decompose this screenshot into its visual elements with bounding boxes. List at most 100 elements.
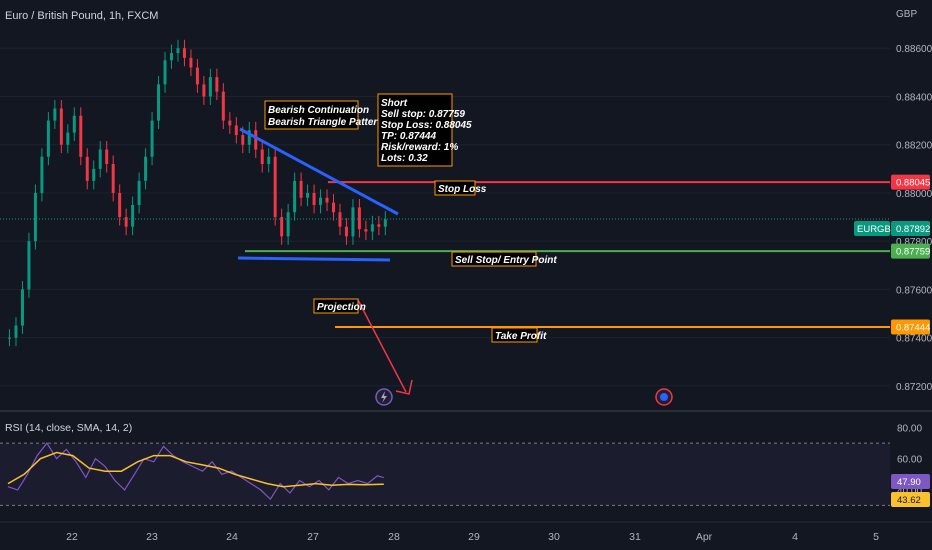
rsi-tick-label: 80.00 <box>897 424 922 435</box>
candle-body <box>98 149 102 169</box>
price-tick-label: 0.88200 <box>896 141 932 152</box>
candle-body <box>131 205 135 227</box>
projection-annotation[interactable]: Projection <box>313 298 366 314</box>
price-tick-label: 0.87800 <box>896 237 932 248</box>
economic-event-icon[interactable] <box>655 388 673 406</box>
projection-arrowhead <box>395 379 413 395</box>
candle-body <box>79 115 83 157</box>
candle-body <box>105 149 109 164</box>
symbol-label: EURGBP <box>857 224 897 235</box>
current-price-badge: EURGBP 0.87892 <box>854 221 930 236</box>
price-pane: Bearish Continuation Bearish Triangle Pa… <box>0 10 890 406</box>
trade-setup-annotation[interactable]: Short Sell stop: 0.87759 Stop Loss: 0.88… <box>377 93 472 167</box>
entry-label: Sell Stop/ Entry Point <box>455 255 557 266</box>
candle-body <box>176 48 180 54</box>
sma-value: 43.62 <box>897 495 921 506</box>
price-level-badge-label: 0.88045 <box>896 178 930 189</box>
stop-loss-label: Stop Loss <box>438 184 487 195</box>
candle-body <box>59 108 63 145</box>
candle-body <box>182 48 186 58</box>
price-tick-label: 0.88000 <box>896 189 932 200</box>
rsi-value: 47.90 <box>897 477 921 488</box>
candle-body <box>377 224 381 227</box>
candle-body <box>280 217 284 237</box>
candle-body <box>247 130 251 145</box>
projection-arrow[interactable] <box>357 299 407 393</box>
trade-setup-line-1: Short <box>381 98 408 109</box>
candle-body <box>306 192 310 198</box>
candle-body <box>202 84 206 97</box>
candle-body <box>111 164 115 193</box>
candle-body <box>241 135 245 145</box>
candle-body <box>208 77 212 97</box>
candle-body <box>8 337 11 339</box>
candle-body <box>383 219 387 227</box>
lightning-icon[interactable] <box>375 388 393 406</box>
time-tick-label: 29 <box>468 531 480 543</box>
pattern-annotation-line-1: Bearish Continuation <box>268 105 369 116</box>
chart-title: Euro / British Pound, 1h, FXCM <box>5 10 158 22</box>
time-tick-label: Apr <box>696 531 713 543</box>
price-level-badge <box>891 174 930 190</box>
candle-body <box>118 192 122 218</box>
candle-body <box>325 197 329 203</box>
triangle-lower-trendline[interactable] <box>237 256 391 262</box>
trade-setup-line-4: TP: 0.87444 <box>381 131 436 142</box>
stop-loss-annotation[interactable]: Stop Loss <box>434 180 487 196</box>
time-tick-label: 27 <box>307 531 319 543</box>
candles <box>8 39 387 347</box>
candle-body <box>189 57 193 68</box>
candle-body <box>254 130 258 150</box>
price-tick-label: 0.88600 <box>896 44 932 55</box>
candle-body <box>357 207 361 230</box>
candle-body <box>66 132 70 145</box>
candle-body <box>150 120 154 157</box>
trade-setup-line-5: Risk/reward: 1% <box>381 142 458 153</box>
time-tick-label: 5 <box>873 531 879 543</box>
candle-body <box>332 202 335 213</box>
time-axis[interactable]: 22 23 24 27 28 29 30 31 Apr 4 5 <box>0 521 932 543</box>
candle-body <box>46 120 50 157</box>
time-tick-label: 28 <box>388 531 400 543</box>
candle-body <box>163 60 167 85</box>
price-level-badge-label: 0.87444 <box>896 323 930 334</box>
candle-body <box>273 156 277 218</box>
pattern-annotation-line-2: Bearish Triangle Pattern <box>268 117 383 128</box>
price-tick-label: 0.88400 <box>896 92 932 103</box>
candle-body <box>260 149 264 164</box>
candle-body <box>312 192 316 205</box>
price-tick-label: 0.87400 <box>896 334 932 345</box>
candle-body <box>85 156 89 181</box>
candle-body <box>351 207 355 237</box>
candle-body <box>72 115 76 133</box>
candle-body <box>137 180 141 205</box>
price-level-badge <box>891 243 930 259</box>
rsi-sma-line <box>7 451 384 488</box>
projection-label: Projection <box>317 302 366 313</box>
time-tick-label: 23 <box>146 531 158 543</box>
candle-body <box>228 120 232 126</box>
candle-body <box>364 229 368 232</box>
pattern-annotation[interactable]: Bearish Continuation Bearish Triangle Pa… <box>264 100 383 130</box>
candle-body <box>267 156 271 164</box>
price-levels <box>0 181 890 329</box>
candle-body <box>293 180 297 213</box>
triangle-upper-trendline[interactable] <box>239 127 399 216</box>
candle-body <box>344 226 348 237</box>
take-profit-label: Take Profit <box>495 331 547 342</box>
time-tick-label: 31 <box>629 531 641 543</box>
time-tick-label: 30 <box>548 531 560 543</box>
currency-label: GBP <box>896 9 917 20</box>
candle-body <box>319 197 323 205</box>
rsi-band <box>0 443 890 506</box>
trade-setup-line-3: Stop Loss: 0.88045 <box>381 120 472 131</box>
price-axis[interactable]: GBP 0.88600 0.88400 0.88200 0.88000 0.87800 0… <box>854 9 932 393</box>
rsi-tick-label: 60.00 <box>897 455 922 466</box>
candle-body <box>221 91 225 121</box>
rsi-tick-label: 40.00 <box>897 486 922 497</box>
take-profit-annotation[interactable]: Take Profit <box>491 327 547 343</box>
candle-body <box>170 53 173 61</box>
entry-annotation[interactable]: Sell Stop/ Entry Point <box>451 251 557 267</box>
price-level-badge <box>891 319 930 335</box>
